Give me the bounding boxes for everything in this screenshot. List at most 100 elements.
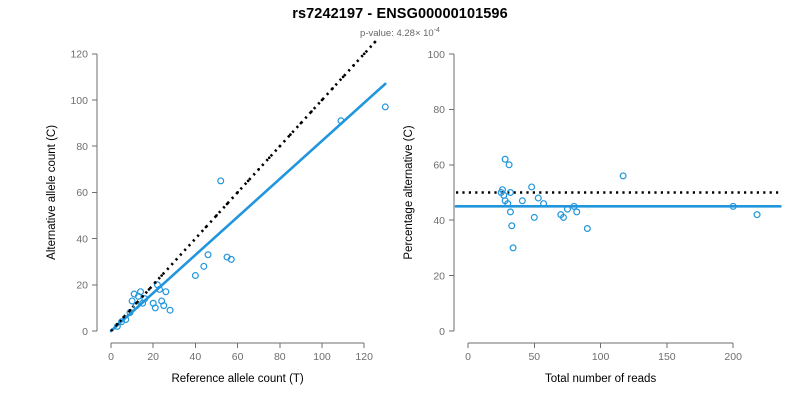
y-axis-title: Percentage alternative (C) [403, 125, 415, 259]
y-tick-label: 60 [433, 160, 445, 172]
x-tick-label: 80 [274, 351, 286, 363]
y-tick-label: 0 [439, 326, 445, 338]
x-tick-label: 0 [465, 351, 471, 363]
data-point [156, 285, 164, 293]
x-tick-label: 40 [190, 351, 202, 363]
figure-title: rs7242197 - ENSG00000101596 [292, 6, 508, 22]
y-tick-label: 20 [433, 270, 445, 282]
data-point [518, 197, 526, 205]
data-point [160, 302, 168, 310]
data-point [530, 213, 538, 221]
data-point [217, 177, 225, 185]
y-axis-title: Alternative allele count (C) [46, 125, 58, 260]
x-tick-label: 20 [147, 351, 159, 363]
x-tick-label: 0 [108, 351, 114, 363]
fitted-point [141, 295, 144, 298]
y-tick-label: 100 [70, 95, 88, 107]
scatter-plot-allele-counts: 0 20 40 60 80 100 120 0 20 40 60 80 100 120 Reference … [46, 29, 389, 385]
data-point [166, 306, 174, 314]
y-tick-label: 40 [76, 233, 88, 245]
fitted-point [341, 75, 345, 79]
data-point [204, 251, 212, 259]
data-point [619, 172, 627, 180]
data-point [528, 183, 536, 191]
subtitle-text: p-value: 4.28× 10 [360, 28, 434, 40]
fitted-point [384, 29, 387, 32]
fitted-point [128, 308, 132, 312]
x-tick-label: 100 [313, 351, 331, 363]
data-point [583, 225, 591, 233]
data-point [337, 117, 345, 125]
data-point [534, 194, 542, 202]
fitted-point [246, 179, 250, 183]
fitted-point [310, 110, 313, 113]
x-tick-label: 120 [355, 351, 373, 363]
fitted-point [331, 87, 334, 90]
data-point [753, 211, 761, 219]
x-tick-label: 50 [528, 351, 540, 363]
scatter-plot-percentage-alternative: 0 20 40 60 80 100 0 50 100 150 200 Total number of … [403, 49, 782, 385]
panel-percentage-alternative: 0 20 40 60 80 100 0 50 100 150 200 Total number of … [400, 0, 800, 400]
x-axis-title: Total number of reads [545, 373, 656, 385]
fitted-point [299, 121, 303, 125]
data-point [137, 288, 145, 296]
data-point [381, 103, 389, 111]
y-tick-label: 120 [70, 49, 88, 61]
fitted-point [147, 288, 151, 291]
data-point [506, 208, 514, 216]
data-point [508, 222, 516, 230]
y-tick-label: 40 [433, 215, 445, 227]
fitted-point [289, 133, 292, 136]
fitted-point [320, 98, 324, 102]
y-tick-label: 60 [76, 187, 88, 199]
x-tick-label: 100 [592, 351, 610, 363]
data-point [141, 295, 149, 303]
x-tick-label: 60 [232, 351, 244, 363]
fitted-point [267, 156, 271, 160]
data-point [573, 208, 581, 216]
panel-allele-counts: 0 20 40 60 80 100 120 0 20 40 60 80 100 120 Reference … [46, 29, 389, 385]
data-point [570, 202, 578, 210]
x-tick-label: 150 [658, 351, 676, 363]
data-point [200, 262, 208, 270]
data-point [563, 205, 571, 213]
x-tick-label: 200 [724, 351, 742, 363]
data-point [506, 189, 514, 197]
identity-diagonal [110, 40, 379, 332]
fitted-point [122, 315, 126, 319]
fitted-point [257, 167, 261, 171]
figure-subtitle: p-value: 4.28× 10-4 [0, 27, 800, 39]
data-point [227, 255, 235, 263]
y-tick-label: 80 [76, 141, 88, 153]
data-point [540, 200, 548, 208]
data-point [559, 213, 567, 221]
y-tick-label: 20 [76, 280, 88, 292]
data-point [505, 161, 513, 169]
fitted-point [160, 274, 163, 277]
fitted-point [215, 214, 218, 217]
data-point [122, 315, 130, 323]
data-point [504, 200, 512, 208]
data-point [162, 288, 170, 296]
data-point [151, 304, 159, 312]
data-point [501, 155, 509, 163]
x-axis-title: Reference allele count (T) [171, 373, 303, 385]
data-point [729, 202, 737, 210]
fitted-point [236, 191, 239, 194]
y-tick-label: 0 [82, 326, 88, 338]
subtitle-exponent: -4 [433, 27, 440, 34]
data-point [191, 272, 199, 280]
y-tick-label: 80 [433, 104, 445, 116]
fitted-point [373, 40, 377, 44]
fitted-point [153, 281, 157, 284]
fitted-point [134, 301, 138, 305]
fitted-point [204, 225, 208, 229]
fitted-point [352, 64, 355, 67]
y-tick-label: 100 [427, 49, 445, 61]
fitted-point [115, 322, 119, 326]
data-point [128, 297, 136, 305]
fitted-point [225, 202, 229, 206]
fitted-point [362, 52, 366, 56]
fitted-point [278, 144, 282, 148]
